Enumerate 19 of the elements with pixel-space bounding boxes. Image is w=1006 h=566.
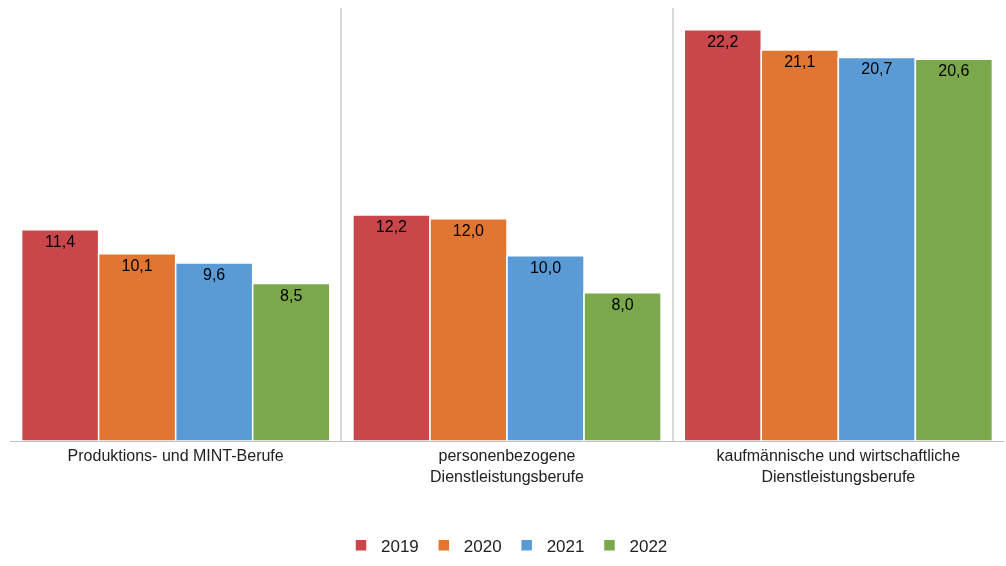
- data-label: 10,0: [529, 258, 562, 276]
- legend-label: 2021: [546, 536, 585, 556]
- x-tick-label: kaufmännische und wirtschaftliche Dienstleistungsberufe: [716, 447, 961, 485]
- data-label: 8,5: [280, 286, 303, 304]
- data-label: 20,7: [861, 60, 893, 78]
- data-label: 21,1: [784, 53, 816, 71]
- data-label: 22,2: [707, 32, 739, 50]
- data-label: 8,0: [611, 295, 634, 313]
- data-label: 20,6: [938, 62, 970, 80]
- data-label: 11,4: [45, 232, 76, 250]
- x-tick-label: personenbezogene Dienstleistungsberufe: [430, 447, 585, 485]
- data-label: 10,1: [121, 256, 153, 274]
- legend-label: 2022: [629, 536, 668, 556]
- data-label: 12,2: [375, 217, 408, 235]
- data-label: 9,6: [203, 266, 226, 284]
- legend-label: 2019: [381, 536, 419, 556]
- legend-label: 2020: [463, 536, 502, 556]
- x-tick-label: Produktions- und MINT-Berufe: [67, 447, 284, 465]
- data-label: 12,0: [452, 221, 485, 239]
